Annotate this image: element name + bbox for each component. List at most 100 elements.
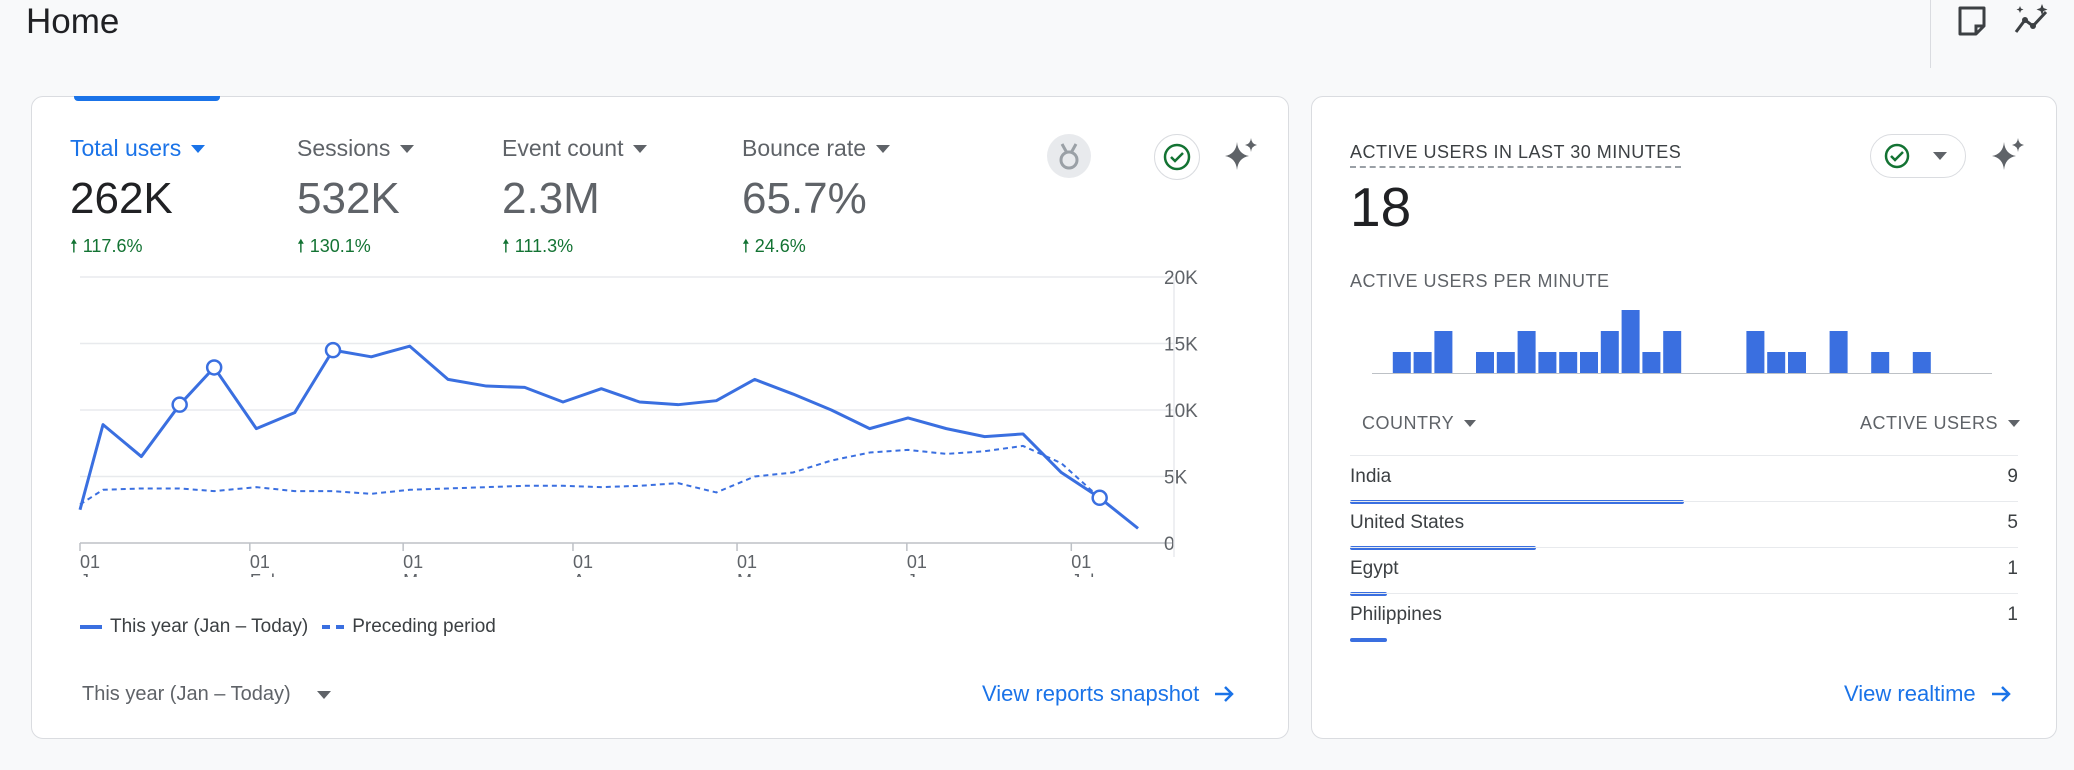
x-tick-day: 01 <box>573 552 593 572</box>
table-row[interactable]: United States 5 <box>1350 501 2018 550</box>
country-users: 1 <box>2007 558 2018 579</box>
arrow-right-icon <box>1215 686 1235 702</box>
y-tick-label: 0 <box>1164 534 1175 555</box>
chart-legend: This year (Jan – Today) Preceding period <box>80 616 496 638</box>
sparkle-icon[interactable] <box>1988 134 2028 174</box>
per-minute-bar-chart <box>1372 310 1992 374</box>
metric-change: 130.1% <box>309 236 371 256</box>
country-name: Egypt <box>1350 558 1399 579</box>
sparkle-icon[interactable] <box>1221 134 1261 174</box>
minute-bar <box>1392 352 1411 373</box>
caret-down-icon <box>316 690 331 699</box>
check-circle-icon <box>1884 143 1910 169</box>
minute-bar <box>1559 352 1578 373</box>
users-bar <box>1350 638 1388 642</box>
minute-bar <box>1912 352 1931 373</box>
metric-label: Total users <box>70 135 182 161</box>
minute-bar <box>1746 331 1765 373</box>
arrow-up-icon: 🠕 <box>297 236 305 256</box>
x-tick-day: 01 <box>907 552 927 572</box>
legend-current: This year (Jan – Today) <box>110 616 309 637</box>
table-row[interactable]: Egypt 1 <box>1350 547 2018 596</box>
y-tick-label: 15K <box>1164 335 1198 356</box>
metric-label: Event count <box>502 135 624 161</box>
minute-bar <box>1829 331 1848 373</box>
toolbar-divider <box>1930 0 1931 68</box>
metric-label: Sessions <box>297 135 391 161</box>
users-bar <box>1350 500 1684 504</box>
x-tick-month: Feb <box>250 571 281 577</box>
x-tick-month: May <box>737 571 771 577</box>
notes-icon[interactable] <box>1952 2 1992 42</box>
country-name: Philippines <box>1350 604 1442 625</box>
minute-bar <box>1580 352 1598 373</box>
series-line-this-year <box>78 344 1139 530</box>
overview-card: Total users 262K 🠕 117.6% Sessions 532K … <box>31 96 1289 739</box>
metric-bounce-rate[interactable]: Bounce rate 65.7% 🠕 24.6% <box>742 135 891 264</box>
metric-value: 2.3M <box>502 174 600 223</box>
x-tick-month: Jan <box>80 571 109 577</box>
arrow-up-icon: 🠕 <box>502 236 510 256</box>
minute-bar <box>1871 352 1890 373</box>
metric-value: 262K <box>70 174 173 223</box>
country-name: United States <box>1350 512 1465 533</box>
line-chart: 05K10K15K20K01Jan01Feb01Mar01Apr01May01J… <box>78 268 1198 577</box>
check-circle-icon[interactable] <box>1154 134 1200 180</box>
x-tick-month: Jul <box>1071 571 1094 577</box>
caret-down-icon <box>1464 420 1477 427</box>
arrow-up-icon: 🠕 <box>70 236 78 256</box>
arrow-right-icon <box>1991 686 2011 702</box>
caret-down-icon <box>191 144 206 153</box>
country-users: 1 <box>2007 604 2018 625</box>
country-column-header[interactable]: COUNTRY <box>1362 413 1477 434</box>
y-tick-label: 20K <box>1164 268 1198 289</box>
minute-bar <box>1434 331 1453 373</box>
award-icon[interactable] <box>1047 134 1091 178</box>
country-users: 9 <box>2007 466 2018 487</box>
metric-change: 24.6% <box>754 236 806 256</box>
data-point-marker <box>1091 489 1108 507</box>
users-bar <box>1350 546 1536 550</box>
minute-bar <box>1538 352 1557 373</box>
view-reports-snapshot-link[interactable]: View reports snapshot <box>982 681 1235 707</box>
active-users-column-header[interactable]: ACTIVE USERS <box>1860 413 2020 434</box>
minute-bar <box>1642 352 1661 373</box>
status-dropdown[interactable] <box>1870 134 1966 178</box>
metric-value: 65.7% <box>742 174 867 223</box>
series-line-preceding <box>79 444 1139 530</box>
metric-event-count[interactable]: Event count 2.3M 🠕 111.3% <box>502 135 648 264</box>
minute-bar <box>1767 352 1786 373</box>
x-tick-month: Mar <box>403 571 434 577</box>
y-tick-label: 10K <box>1164 401 1198 422</box>
minute-bar <box>1788 352 1806 373</box>
minute-bar <box>1476 352 1494 373</box>
table-row[interactable]: Philippines 1 <box>1350 593 2018 642</box>
insights-icon[interactable] <box>2012 2 2052 42</box>
date-range-selector[interactable]: This year (Jan – Today) <box>82 683 331 706</box>
minute-bar <box>1413 352 1432 373</box>
metric-sessions[interactable]: Sessions 532K 🠕 130.1% <box>297 135 415 264</box>
x-tick-day: 01 <box>1071 552 1091 572</box>
caret-down-icon <box>1933 152 1947 160</box>
column-label: ACTIVE USERS <box>1859 413 1998 433</box>
arrow-up-icon: 🠕 <box>742 236 750 256</box>
metric-total-users[interactable]: Total users 262K 🠕 117.6% <box>70 135 206 264</box>
minute-bar <box>1496 352 1515 373</box>
active-tab-indicator <box>74 96 220 101</box>
metric-change: 111.3% <box>514 236 574 256</box>
realtime-title[interactable]: ACTIVE USERS IN LAST 30 MINUTES <box>1350 142 1682 168</box>
view-realtime-link[interactable]: View realtime <box>1844 681 2012 707</box>
per-minute-label: ACTIVE USERS PER MINUTE <box>1350 271 1610 291</box>
x-tick-day: 01 <box>737 552 757 572</box>
data-point-marker <box>205 359 223 376</box>
minute-bar <box>1517 331 1536 373</box>
realtime-card: ACTIVE USERS IN LAST 30 MINUTES 18 ACTIV… <box>1311 96 2057 739</box>
caret-down-icon <box>876 144 891 153</box>
table-row[interactable]: India 9 <box>1350 455 2018 504</box>
minute-bar <box>1600 331 1619 373</box>
metric-label: Bounce rate <box>742 135 867 161</box>
legend-previous: Preceding period <box>352 616 496 637</box>
users-bar <box>1350 592 1388 596</box>
column-label: COUNTRY <box>1362 413 1455 433</box>
x-tick-month: Jun <box>907 571 936 577</box>
